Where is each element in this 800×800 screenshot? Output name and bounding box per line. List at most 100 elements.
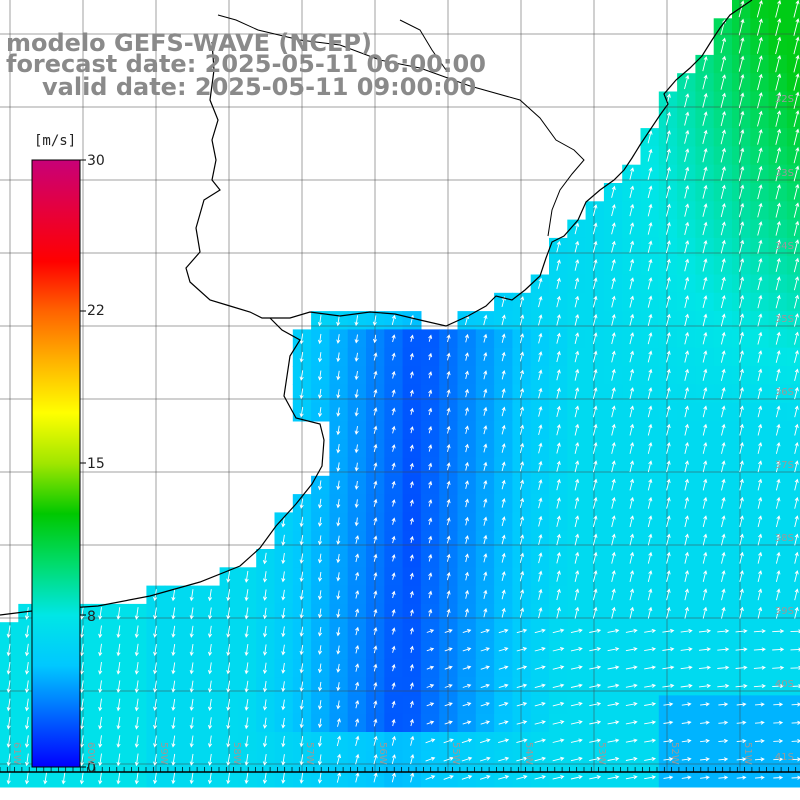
wind-arrow bbox=[444, 647, 453, 652]
wind-arrow bbox=[592, 441, 598, 454]
wind-arrow bbox=[262, 571, 268, 583]
wind-arrow bbox=[373, 425, 378, 434]
wind-arrow bbox=[666, 588, 671, 601]
wind-arrow bbox=[625, 756, 638, 761]
wind-arrow bbox=[647, 515, 653, 528]
wind-arrow bbox=[720, 350, 726, 363]
wind-arrow bbox=[592, 533, 598, 546]
wind-arrow bbox=[391, 772, 396, 783]
wind-arrow bbox=[446, 389, 451, 398]
wind-arrow bbox=[354, 444, 359, 454]
wind-arrow bbox=[446, 480, 451, 489]
wind-arrow bbox=[281, 516, 286, 528]
wind-arrow bbox=[775, 551, 781, 564]
wind-arrow bbox=[794, 551, 799, 564]
lat-lon-grid bbox=[0, 0, 800, 772]
wind-arrow bbox=[538, 424, 543, 436]
wind-arrow bbox=[739, 460, 744, 473]
wind-arrow bbox=[592, 368, 598, 381]
wind-arrow bbox=[153, 644, 158, 657]
wind-arrow bbox=[739, 423, 744, 436]
wind-arrow bbox=[501, 497, 506, 508]
wind-arrow bbox=[739, 570, 744, 583]
wind-arrow bbox=[666, 460, 671, 473]
wind-arrow bbox=[262, 607, 268, 620]
wind-arrow bbox=[153, 735, 158, 748]
wind-arrow bbox=[775, 441, 781, 454]
wind-arrow bbox=[354, 371, 359, 381]
wind-arrow bbox=[721, 423, 726, 436]
wind-arrow bbox=[519, 406, 525, 417]
wind-arrow bbox=[666, 423, 671, 436]
wind-arrow bbox=[373, 700, 378, 709]
wind-arrow bbox=[611, 203, 616, 217]
wind-arrow bbox=[739, 368, 744, 381]
wind-arrow bbox=[775, 91, 782, 109]
wind-arrow bbox=[556, 497, 561, 509]
wind-arrow bbox=[244, 753, 249, 766]
river-inland-2 bbox=[399, 19, 447, 71]
wind-arrow bbox=[262, 772, 268, 785]
wind-arrow bbox=[79, 753, 84, 767]
wind-arrow bbox=[681, 775, 692, 780]
wind-arrow bbox=[647, 185, 653, 199]
wind-arrow bbox=[501, 461, 506, 472]
colorbar-tick-0: 0 bbox=[87, 760, 96, 776]
wind-arrow bbox=[720, 276, 726, 290]
wind-arrow bbox=[428, 535, 433, 544]
wind-arrow bbox=[629, 350, 635, 363]
wind-arrow bbox=[428, 462, 433, 471]
wind-arrow bbox=[299, 644, 304, 656]
wind-arrow bbox=[794, 405, 799, 418]
wind-arrow bbox=[552, 701, 565, 707]
wind-arrow bbox=[611, 478, 616, 491]
wind-arrow bbox=[409, 627, 414, 635]
wind-arrow bbox=[666, 276, 671, 290]
wind-arrow bbox=[574, 606, 580, 619]
wind-arrow bbox=[629, 441, 635, 454]
wind-arrow bbox=[702, 606, 708, 619]
wind-arrow bbox=[281, 553, 286, 565]
wind-arrow bbox=[647, 478, 653, 491]
wind-arrow bbox=[720, 386, 726, 400]
wind-arrow bbox=[665, 221, 671, 235]
wind-arrow bbox=[556, 350, 561, 363]
lat-label: 34S bbox=[774, 241, 794, 252]
wind-arrow bbox=[409, 645, 414, 653]
wind-arrow bbox=[538, 588, 543, 600]
wind-arrow bbox=[720, 184, 726, 199]
wind-arrow bbox=[373, 718, 378, 727]
wind-arrow bbox=[684, 478, 689, 491]
wind-cell bbox=[786, 420, 800, 440]
wind-arrow bbox=[519, 515, 525, 527]
wind-arrow bbox=[574, 240, 580, 253]
wind-arrow bbox=[702, 166, 708, 181]
wind-arrow bbox=[391, 645, 396, 653]
wind-arrow bbox=[739, 441, 744, 454]
wind-arrow bbox=[611, 533, 616, 546]
wind-arrow bbox=[647, 460, 653, 473]
wind-arrow bbox=[702, 240, 708, 254]
wind-arrow bbox=[757, 294, 763, 309]
wind-arrow bbox=[756, 36, 763, 54]
wind-arrow bbox=[702, 350, 708, 363]
wind-arrow bbox=[665, 240, 671, 254]
lat-label: 36S bbox=[774, 387, 794, 398]
wind-arrow bbox=[775, 202, 781, 218]
wind-arrow bbox=[134, 662, 139, 675]
wind-arrow bbox=[700, 720, 710, 725]
wind-arrow bbox=[134, 643, 139, 657]
wind-arrow bbox=[479, 738, 491, 744]
wind-arrow bbox=[625, 665, 638, 670]
wind-cell bbox=[786, 256, 800, 276]
wind-arrow bbox=[793, 54, 800, 73]
wind-arrow bbox=[607, 701, 620, 707]
wind-arrow bbox=[556, 405, 561, 418]
wind-arrow bbox=[700, 702, 710, 707]
wind-arrow bbox=[134, 753, 139, 767]
wind-arrow bbox=[281, 626, 286, 638]
wind-arrow bbox=[607, 738, 620, 743]
wind-arrow bbox=[735, 647, 748, 652]
wind-arrow bbox=[519, 442, 525, 454]
